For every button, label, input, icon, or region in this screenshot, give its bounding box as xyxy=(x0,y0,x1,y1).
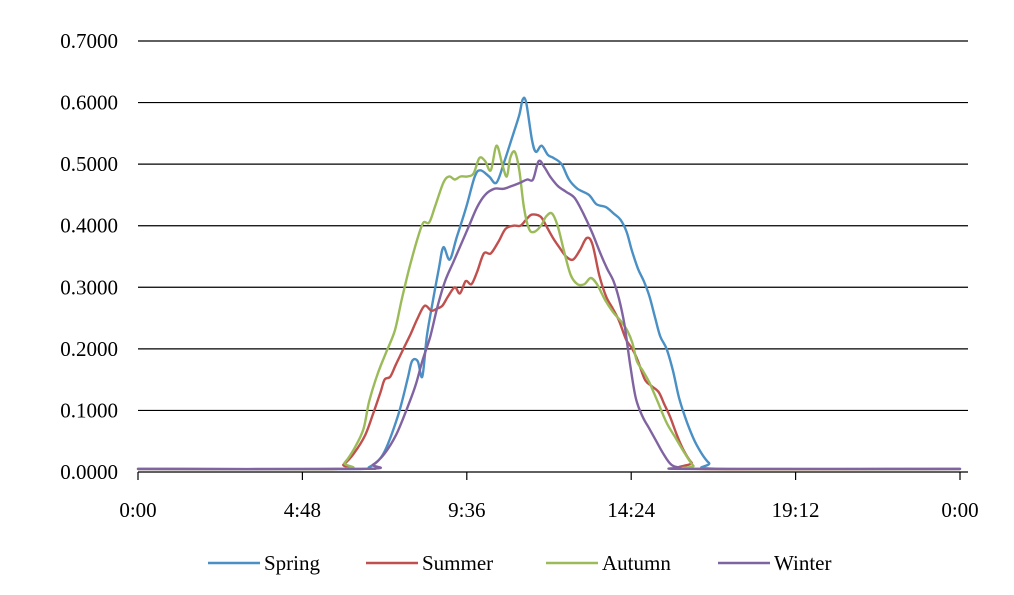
y-axis-labels: 0.0000 0.1000 0.2000 0.3000 0.4000 0.5000 0.60… xyxy=(60,29,118,484)
series-line-spring xyxy=(136,96,962,471)
x-axis: 0:00 4:48 9:36 14:24 19:12 0:00 xyxy=(119,472,979,522)
legend: Spring Summer Autumn Winter xyxy=(208,551,831,575)
y-tick-label: 0.5000 xyxy=(60,152,118,176)
x-tick-label: 4:48 xyxy=(284,498,321,522)
series-line-autumn xyxy=(136,144,962,471)
series-line-winter xyxy=(136,159,962,471)
legend-label-winter: Winter xyxy=(774,551,831,575)
y-tick-label: 0.6000 xyxy=(60,91,118,115)
x-tick-label: 9:36 xyxy=(448,498,485,522)
x-tick-label: 19:12 xyxy=(772,498,820,522)
legend-label-spring: Spring xyxy=(264,551,321,575)
grid-lines xyxy=(138,40,968,473)
x-tick-label: 14:24 xyxy=(607,498,655,522)
y-tick-label: 0.0000 xyxy=(60,460,118,484)
series-line-summer xyxy=(136,213,962,471)
y-tick-label: 0.1000 xyxy=(60,398,118,422)
y-tick-label: 0.2000 xyxy=(60,337,118,361)
y-tick-label: 0.3000 xyxy=(60,275,118,299)
y-tick-label: 0.4000 xyxy=(60,214,118,238)
x-tick-label: 0:00 xyxy=(941,498,978,522)
legend-label-summer: Summer xyxy=(422,551,493,575)
legend-label-autumn: Autumn xyxy=(602,551,671,575)
x-tick-label: 0:00 xyxy=(119,498,156,522)
y-tick-label: 0.7000 xyxy=(60,29,118,53)
series-lines xyxy=(136,96,962,471)
